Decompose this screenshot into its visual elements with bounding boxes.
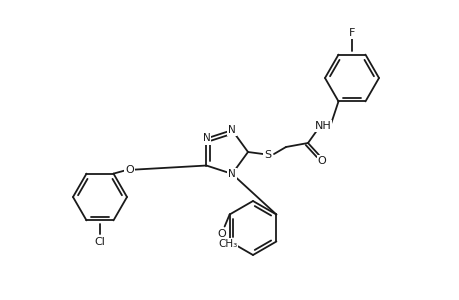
Text: N: N	[228, 169, 235, 179]
Text: N: N	[228, 125, 235, 135]
Text: N: N	[202, 134, 210, 143]
Text: O: O	[217, 230, 225, 239]
Text: Cl: Cl	[95, 237, 105, 247]
Text: O: O	[317, 156, 326, 166]
Text: F: F	[348, 28, 354, 38]
Text: S: S	[264, 150, 271, 160]
Text: CH₃: CH₃	[218, 239, 237, 250]
Text: N: N	[228, 169, 235, 179]
Text: O: O	[125, 165, 134, 175]
Text: NH: NH	[314, 121, 330, 131]
